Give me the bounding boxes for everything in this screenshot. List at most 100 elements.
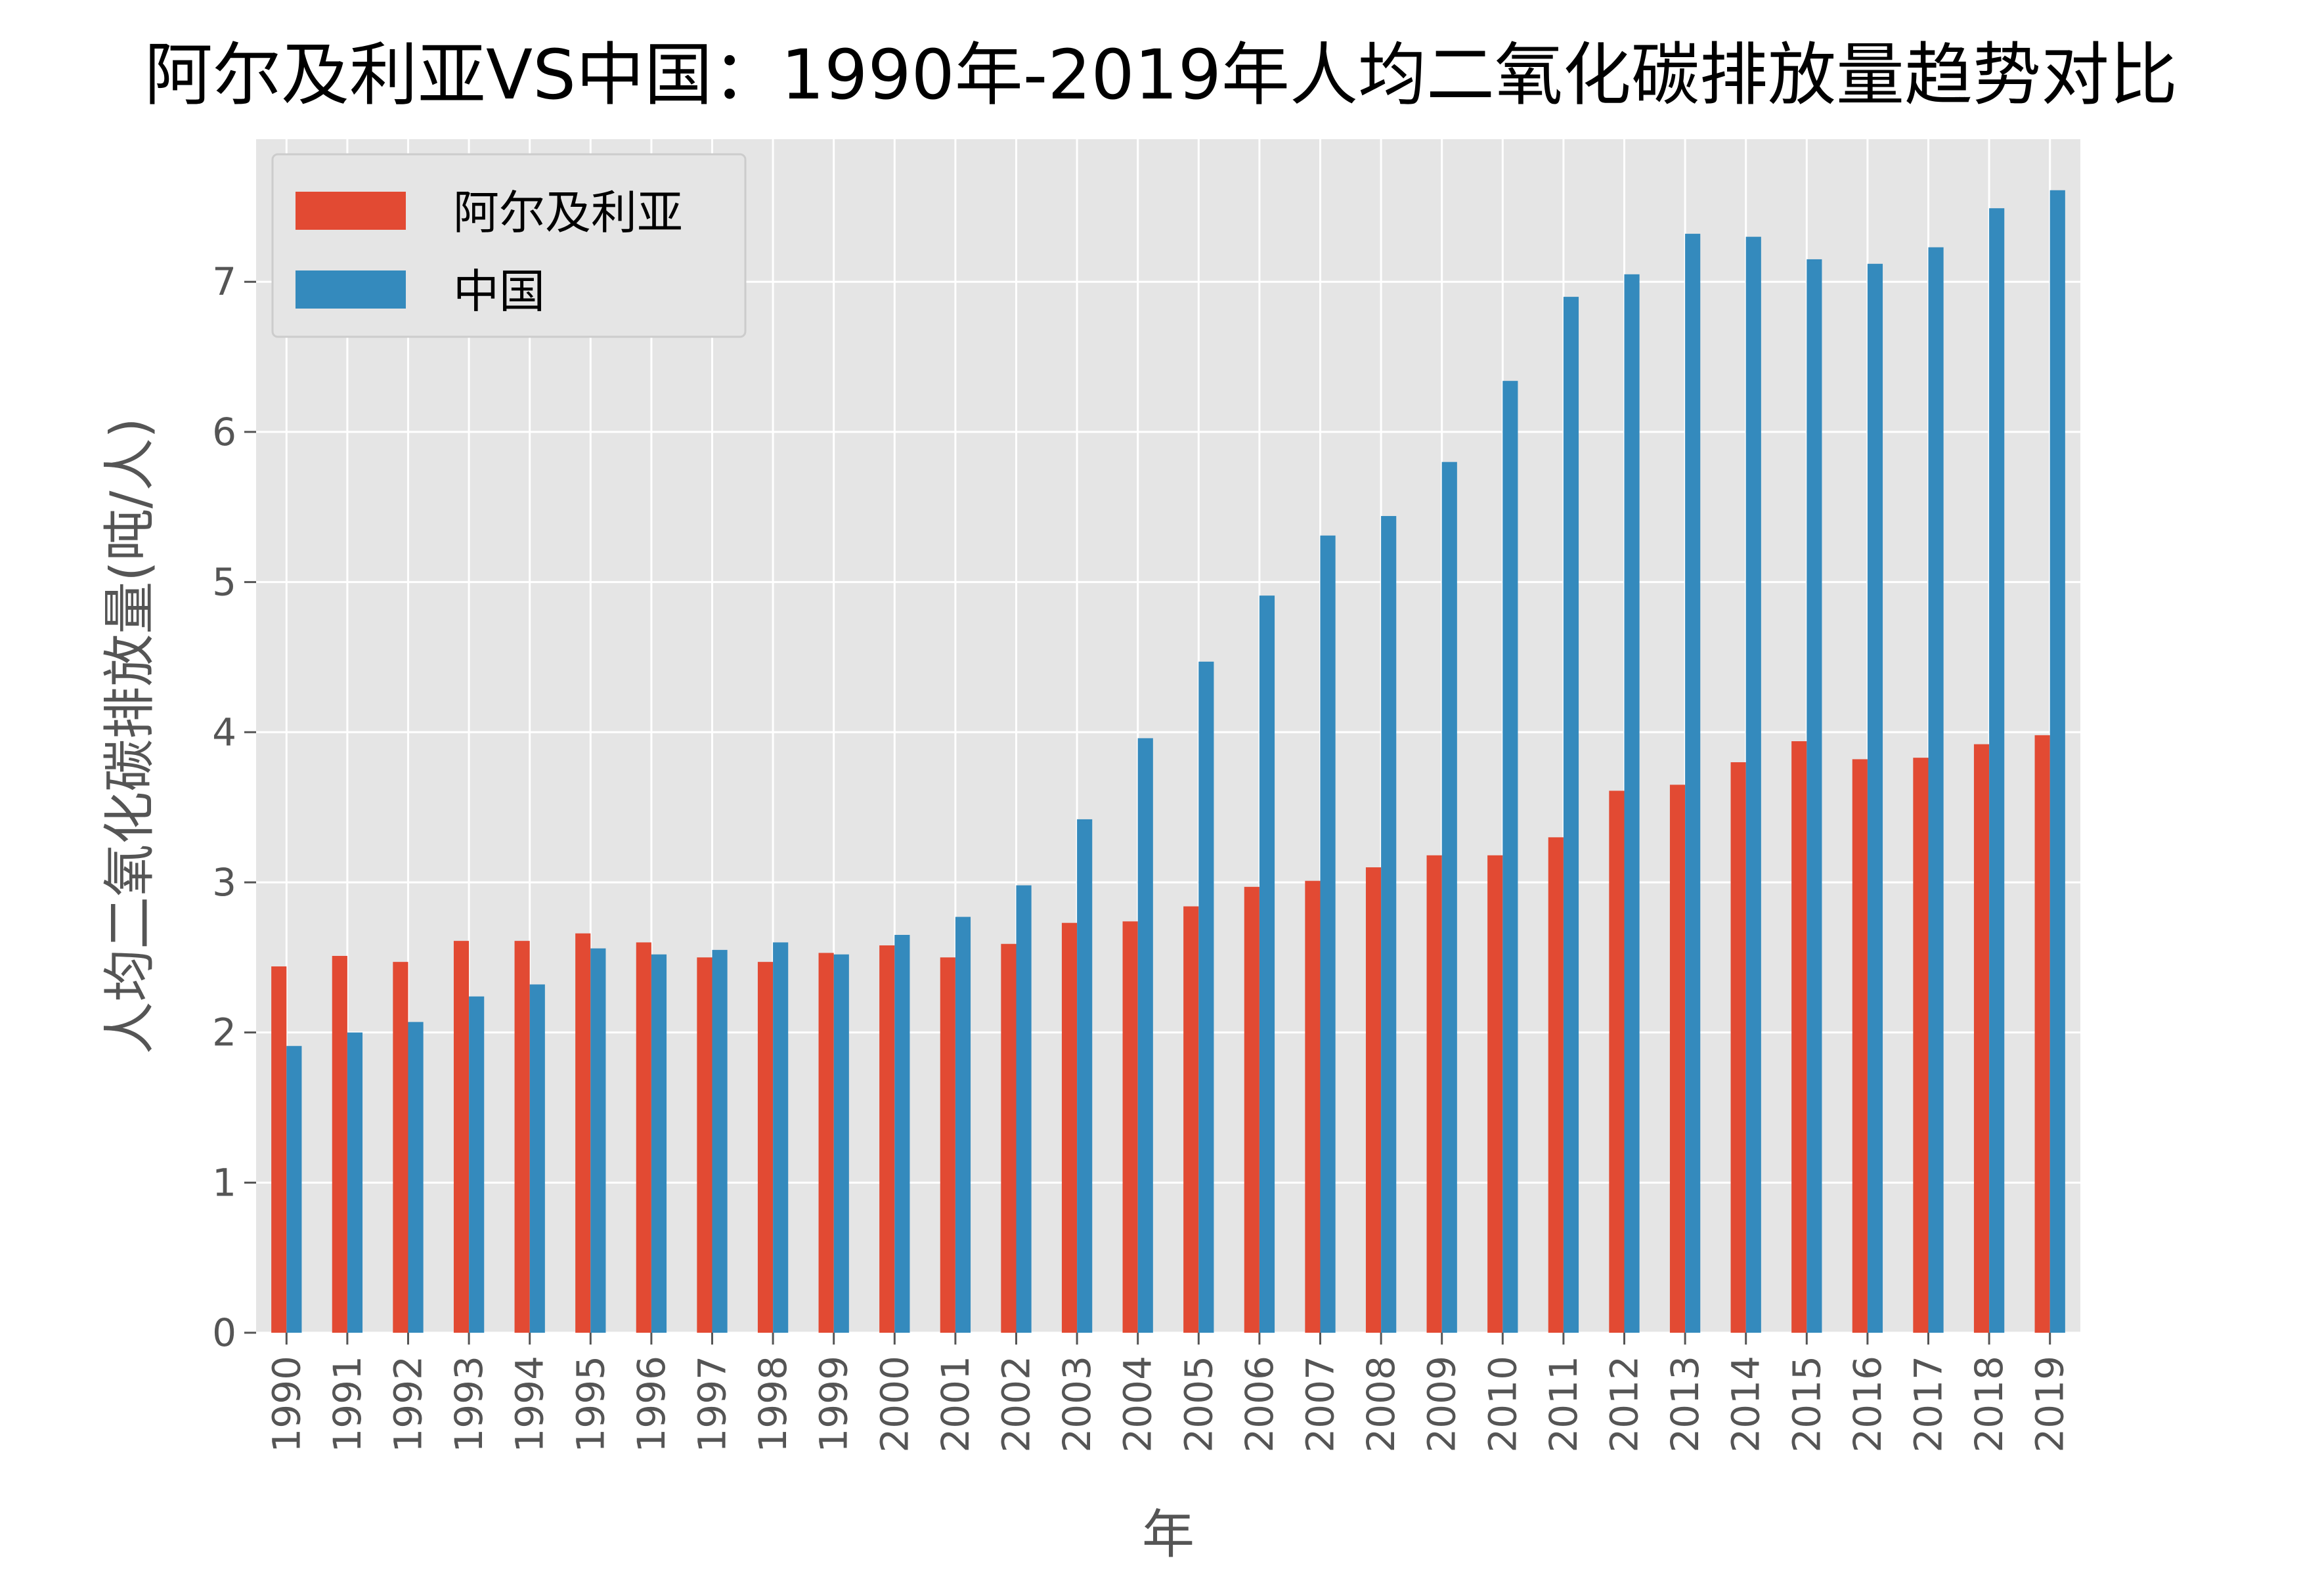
bar-algeria-2003 [1061, 922, 1078, 1333]
x-tick-label: 1998 [751, 1356, 795, 1453]
bar-china-1996 [651, 954, 667, 1333]
bar-china-1993 [469, 996, 485, 1333]
bar-algeria-2014 [1730, 762, 1746, 1333]
bar-algeria-2004 [1122, 921, 1138, 1333]
chart-title: 阿尔及利亚VS中国：1990年-2019年人均二氧化碳排放量趋势对比 [144, 35, 2178, 115]
bar-algeria-2002 [1001, 943, 1017, 1333]
x-tick-label: 1997 [690, 1356, 735, 1453]
bar-china-2008 [1381, 515, 1397, 1333]
bar-algeria-2018 [1973, 744, 1990, 1333]
bar-algeria-2010 [1487, 855, 1503, 1333]
bar-china-2018 [1989, 208, 2005, 1333]
y-tick-label: 7 [212, 259, 236, 304]
y-axis-label: 人均二氧化碳排放量(吨/人) [99, 418, 160, 1054]
x-tick-label: 1993 [447, 1356, 491, 1453]
bar-china-2011 [1563, 297, 1579, 1333]
x-axis-label: 年 [1142, 1504, 1194, 1565]
bar-algeria-1997 [697, 957, 712, 1333]
bar-algeria-2016 [1852, 759, 1868, 1333]
bar-china-1992 [408, 1022, 424, 1333]
bar-china-1997 [712, 949, 728, 1333]
bar-china-2002 [1016, 885, 1032, 1333]
plot-background [256, 139, 2080, 1333]
bar-algeria-1995 [575, 933, 591, 1333]
x-tick-label: 1995 [568, 1356, 613, 1453]
bar-algeria-2015 [1791, 741, 1807, 1333]
bar-algeria-2006 [1244, 886, 1260, 1333]
bar-china-1999 [833, 954, 849, 1333]
x-tick-label: 2007 [1298, 1356, 1343, 1453]
bar-china-2006 [1259, 595, 1275, 1333]
bar-china-2001 [955, 917, 971, 1333]
x-tick-label: 2018 [1967, 1356, 2011, 1453]
y-tick-label: 2 [212, 1010, 236, 1055]
bar-algeria-2019 [2034, 735, 2050, 1333]
bar-algeria-2001 [940, 957, 955, 1333]
bar-china-2019 [2049, 190, 2065, 1333]
x-tick-label: 2002 [994, 1356, 1039, 1453]
y-tick-label: 6 [212, 410, 236, 454]
x-tick-label: 2015 [1784, 1356, 1829, 1453]
bar-china-2014 [1745, 236, 1761, 1333]
x-tick-label: 1991 [325, 1356, 370, 1453]
x-tick-label: 2008 [1359, 1356, 1403, 1453]
bar-china-2010 [1502, 381, 1518, 1333]
bar-algeria-1999 [818, 953, 834, 1333]
x-tick-label: 2010 [1480, 1356, 1525, 1453]
bar-algeria-1990 [271, 966, 287, 1333]
x-tick-label: 2006 [1237, 1356, 1282, 1453]
bars [271, 190, 2065, 1333]
x-tick-label: 1996 [629, 1356, 674, 1453]
bar-algeria-1991 [332, 956, 347, 1333]
y-tick-label: 5 [212, 560, 236, 605]
bar-china-2017 [1928, 247, 1944, 1333]
bar-algeria-2000 [879, 945, 895, 1333]
y-tick-label: 0 [212, 1310, 236, 1355]
bar-algeria-2009 [1426, 855, 1442, 1333]
legend-swatch-china [296, 270, 406, 309]
bar-china-2016 [1867, 263, 1883, 1333]
x-tick-label: 2014 [1724, 1356, 1768, 1453]
x-tick-label: 2013 [1663, 1356, 1707, 1453]
bar-china-2009 [1441, 462, 1457, 1333]
x-tick-label: 2000 [872, 1356, 917, 1453]
y-tick-label: 4 [212, 710, 236, 754]
x-tick-label: 1992 [386, 1356, 431, 1453]
axes [244, 280, 2051, 1345]
x-tick-label: 2001 [933, 1356, 978, 1453]
bar-china-1994 [529, 984, 545, 1333]
bar-algeria-1993 [453, 941, 470, 1333]
x-tick-label: 2016 [1845, 1356, 1890, 1453]
bar-algeria-2008 [1365, 867, 1382, 1333]
y-tick-label: 1 [212, 1160, 236, 1205]
bar-algeria-2007 [1305, 880, 1321, 1333]
bar-china-2004 [1137, 738, 1153, 1333]
bar-algeria-2005 [1183, 906, 1199, 1333]
bar-china-1991 [347, 1032, 363, 1333]
bar-china-1998 [773, 942, 789, 1333]
legend-swatch-algeria [296, 192, 406, 230]
bar-algeria-2013 [1669, 785, 1686, 1333]
x-tick-label: 2005 [1176, 1356, 1221, 1453]
x-tick-label: 2012 [1602, 1356, 1647, 1453]
bar-algeria-1998 [757, 962, 774, 1333]
bar-algeria-2017 [1913, 758, 1929, 1333]
bar-algeria-1994 [514, 941, 530, 1333]
x-tick-label: 1994 [508, 1356, 552, 1453]
bar-algeria-2011 [1548, 837, 1564, 1333]
bar-china-1995 [590, 948, 606, 1333]
x-tick-labels: 1990 1991 1992 1993 1994 1995 1996 1997 1998 1999… [264, 1356, 2072, 1453]
bar-china-2003 [1077, 819, 1093, 1333]
x-tick-label: 2011 [1541, 1356, 1586, 1453]
bar-algeria-1996 [636, 942, 651, 1333]
y-tick-label: 3 [212, 860, 236, 905]
x-tick-label: 2019 [2028, 1356, 2072, 1453]
x-tick-label: 2017 [1906, 1356, 1951, 1453]
bar-china-2000 [894, 935, 910, 1333]
x-tick-label: 2004 [1116, 1356, 1160, 1453]
bar-china-2012 [1624, 274, 1640, 1333]
x-tick-label: 1990 [264, 1356, 309, 1453]
bar-algeria-1992 [393, 962, 408, 1333]
y-tick-labels: 0 1 2 3 4 5 6 7 [212, 259, 236, 1355]
